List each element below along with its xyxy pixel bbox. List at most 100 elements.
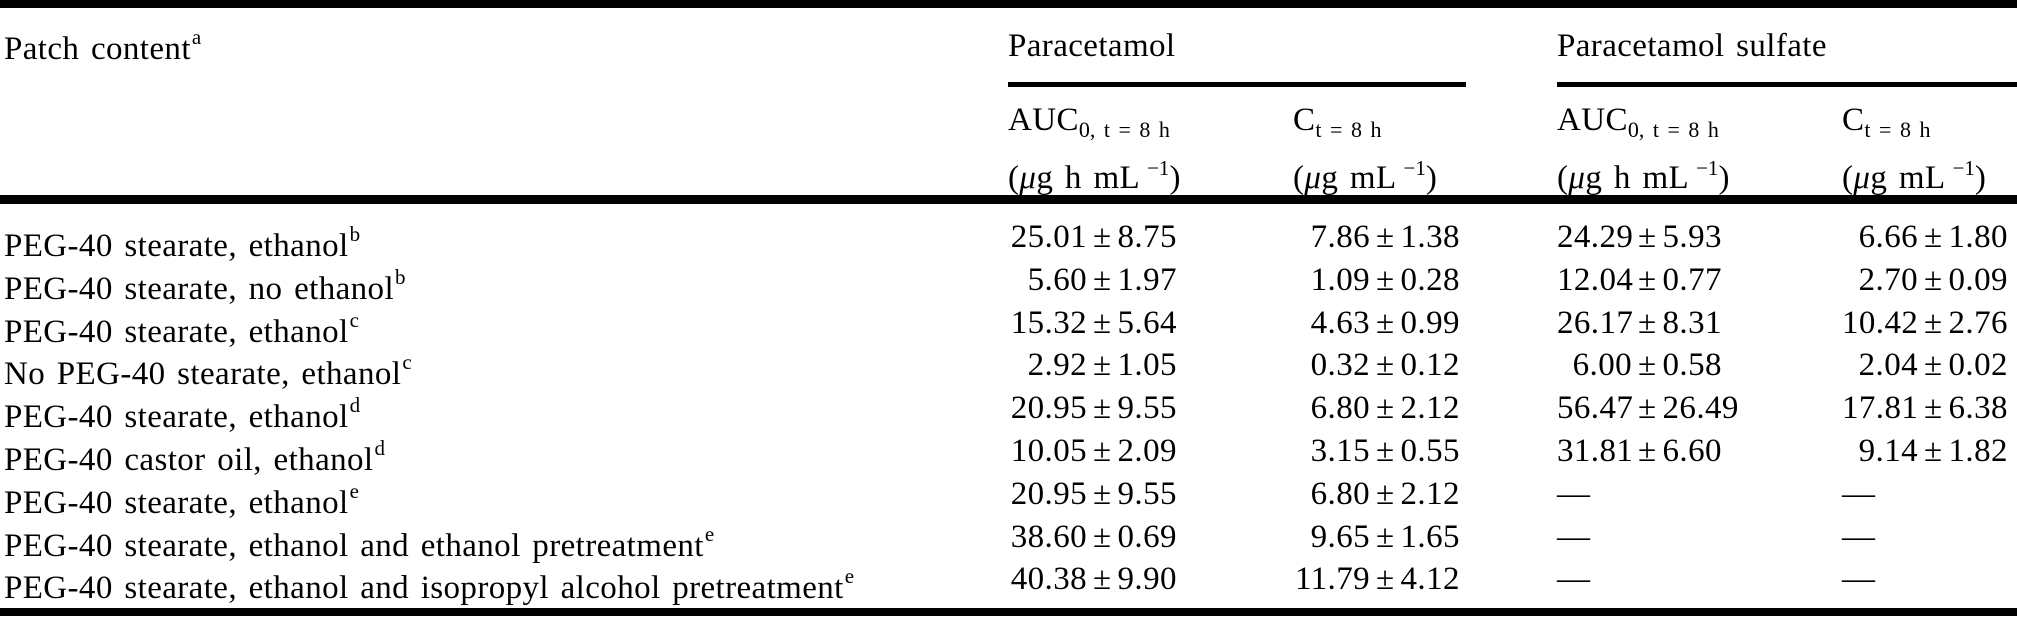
unit-body: g h mL xyxy=(1585,160,1690,196)
patch-content-label: Patch content xyxy=(4,31,191,67)
value-cell: 11.79 ±4.12 xyxy=(1293,558,1557,601)
patch-content-text: PEG-40 castor oil, ethanol xyxy=(4,441,374,478)
plus-minus-sign: ± xyxy=(1638,390,1657,427)
subheader-paracetamol-auc: AUC0, t = 8 h (μg h mL −1) xyxy=(1008,87,1293,196)
row-label: No PEG-40 stearate, ethanolc xyxy=(0,344,1008,392)
footnote-marker-e: e xyxy=(349,478,359,503)
mu-glyph: μ xyxy=(1853,160,1871,196)
mean-value: 20.95 xyxy=(1010,390,1087,427)
value-cell: 24.29 ±5.93 xyxy=(1557,216,1842,259)
footnote-marker-c: c xyxy=(402,350,412,375)
value-cell: 20.95 ±9.55 xyxy=(1008,387,1293,430)
footnote-marker-c: c xyxy=(349,307,359,332)
auc-subscript: 0, t = 8 h xyxy=(1627,117,1719,142)
mean-value: 31.81 xyxy=(1557,432,1634,469)
plus-minus-sign: ± xyxy=(1638,432,1657,469)
value-cell: 2.04 ±0.02 xyxy=(1842,344,2017,387)
plus-minus-sign: ± xyxy=(1638,261,1657,298)
value-cell: 5.60 ±1.97 xyxy=(1008,259,1293,302)
patch-content-text: PEG-40 stearate, ethanol xyxy=(4,484,349,521)
no-data-dash: — xyxy=(1557,518,1591,555)
sd-value: 4.12 xyxy=(1400,561,1460,598)
value-cell: 9.14 ±1.82 xyxy=(1842,430,2017,473)
c-symbol: C xyxy=(1293,102,1316,138)
mean-value: 2.70 xyxy=(1858,261,1918,298)
sd-value: 6.60 xyxy=(1662,432,1722,469)
value-cell: 2.70 ±0.09 xyxy=(1842,259,2017,302)
sd-value: 8.75 xyxy=(1117,219,1177,255)
value-cell: — xyxy=(1557,558,1842,601)
value-cell: — xyxy=(1842,558,2017,601)
unit-body: g mL xyxy=(1870,160,1946,196)
plus-minus-sign: ± xyxy=(1924,347,1943,384)
sd-value: 5.64 xyxy=(1117,304,1177,341)
sd-value: 2.12 xyxy=(1400,390,1460,427)
patch-content-text: PEG-40 stearate, ethanol xyxy=(4,399,349,436)
sd-value: 1.38 xyxy=(1400,219,1460,255)
sd-value: 2.76 xyxy=(1948,304,2008,341)
plus-minus-sign: ± xyxy=(1376,261,1395,298)
table-body: PEG-40 stearate, ethanolb 25.01 ±8.75 7.86 ±… xyxy=(0,204,2017,608)
mean-value: 4.63 xyxy=(1310,304,1370,341)
table-header: Patch contenta Paracetamol Paracetamol s… xyxy=(0,8,2017,196)
sd-value: 0.58 xyxy=(1662,347,1722,384)
mean-value: 11.79 xyxy=(1294,561,1370,598)
no-data-dash: — xyxy=(1842,561,1876,598)
unit-open-paren: ( xyxy=(1008,160,1020,196)
value-cell: 6.80 ±2.12 xyxy=(1293,387,1557,430)
row-label: PEG-40 stearate, ethanolc xyxy=(0,302,1008,350)
unit-exponent: −1 xyxy=(1696,156,1719,180)
value-cell: 26.17 ±8.31 xyxy=(1557,302,1842,345)
mean-value: 12.04 xyxy=(1557,261,1634,298)
value-cell: 40.38 ±9.90 xyxy=(1008,558,1293,601)
plus-minus-sign: ± xyxy=(1093,561,1112,598)
plus-minus-sign: ± xyxy=(1093,475,1112,512)
c-subscript: t = 8 h xyxy=(1315,117,1382,142)
plus-minus-sign: ± xyxy=(1638,304,1657,341)
sd-value: 1.82 xyxy=(1948,432,2008,469)
unit-exponent: −1 xyxy=(1147,156,1170,180)
plus-minus-sign: ± xyxy=(1376,475,1395,512)
patch-content-column-header: Patch contenta xyxy=(0,8,1008,195)
value-cell: 9.65 ±1.65 xyxy=(1293,516,1557,559)
no-data-dash: — xyxy=(1842,518,1876,555)
unit-body: g h mL xyxy=(1036,160,1141,196)
value-cell: 6.00 ±0.58 xyxy=(1557,344,1842,387)
plus-minus-sign: ± xyxy=(1093,432,1112,469)
plus-minus-sign: ± xyxy=(1376,304,1395,341)
sd-value: 0.28 xyxy=(1400,261,1460,298)
mean-value: 25.01 xyxy=(1010,219,1087,255)
plus-minus-sign: ± xyxy=(1093,304,1112,341)
patch-content-text: No PEG-40 stearate, ethanol xyxy=(4,356,402,393)
value-cell: 17.81 ±6.38 xyxy=(1842,387,2017,430)
mean-value: 40.38 xyxy=(1010,561,1087,598)
unit-exponent: −1 xyxy=(1952,156,1975,180)
patch-content-text: PEG-40 stearate, ethanol and isopropyl a… xyxy=(4,570,844,607)
row-label: PEG-40 castor oil, ethanold xyxy=(0,430,1008,478)
sd-value: 9.55 xyxy=(1117,390,1177,427)
mean-value: 6.80 xyxy=(1310,390,1370,427)
mean-value: 15.32 xyxy=(1010,304,1087,341)
unit-body: g mL xyxy=(1321,160,1397,196)
sd-value: 0.69 xyxy=(1117,518,1177,555)
sd-value: 0.02 xyxy=(1948,347,2008,384)
subheader-sulfate-c: Ct = 8 h (μg mL −1) xyxy=(1842,87,2017,196)
no-data-dash: — xyxy=(1557,475,1591,512)
mean-value: 38.60 xyxy=(1010,518,1087,555)
sd-value: 0.09 xyxy=(1948,261,2008,298)
value-cell: 7.86 ±1.38 xyxy=(1293,216,1557,259)
mean-value: 0.32 xyxy=(1310,347,1370,384)
auc-subscript: 0, t = 8 h xyxy=(1078,117,1170,142)
c-symbol: C xyxy=(1842,102,1865,138)
no-data-dash: — xyxy=(1557,561,1591,598)
mean-value: 9.65 xyxy=(1310,518,1370,555)
plus-minus-sign: ± xyxy=(1924,390,1943,427)
mean-value: 9.14 xyxy=(1858,432,1918,469)
sd-value: 5.93 xyxy=(1662,219,1722,255)
plus-minus-sign: ± xyxy=(1093,261,1112,298)
value-cell: 12.04 ±0.77 xyxy=(1557,259,1842,302)
plus-minus-sign: ± xyxy=(1376,518,1395,555)
value-cell: 1.09 ±0.28 xyxy=(1293,259,1557,302)
mean-value: 6.80 xyxy=(1310,475,1370,512)
